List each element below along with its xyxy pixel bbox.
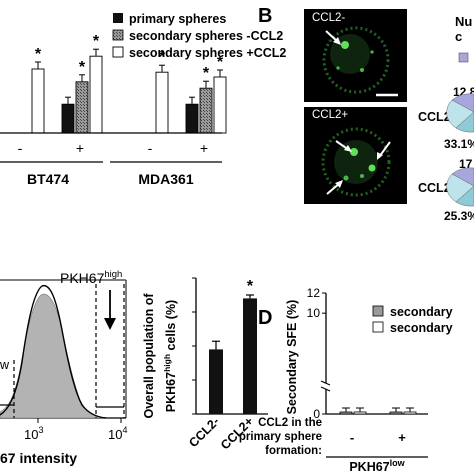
down-arrow-icon [104,290,116,330]
panel-a-significance: * [93,33,100,50]
xtick-label-4: 104 [108,425,127,442]
panel-a-bar [185,103,199,134]
microscopy-image-ccl2-minus [304,9,407,102]
panel-b-legend-swatch [458,52,469,63]
panel-d-row1-line1: CCL2 in the [258,417,322,429]
panel-d-bars [339,407,417,415]
xtick-label-3: 103 [24,425,43,442]
panel-a-significance: * [203,65,210,82]
arrow-icon [325,30,341,45]
panel-a-legend: primary spheres secondary spheres -CCL2 … [112,12,286,60]
panel-b-legend-partial-2: c [455,29,462,44]
panel-d-legend-label-2: secondary [390,321,453,335]
panel-a-significance: * [79,59,86,76]
panel-a-tick-4: + [200,140,208,156]
histogram-black-outline [0,285,107,419]
panel-a-bar [213,76,227,134]
arrow-icon [326,180,343,195]
panel-d-ytick-label: 10 [307,306,321,320]
panel-d-row2: PKH67low [349,458,405,474]
legend-swatch-primary [113,13,123,23]
panel-a-bar [155,71,169,134]
legend-primary-label: primary spheres [129,12,226,26]
panel-d-ytick-label: 0 [313,407,320,421]
panel-d-axis-break [320,386,331,392]
panel-d-row1-line3: formation: [265,445,322,457]
panel-b-legend-partial: Nu [455,14,472,29]
panel-d-row1-line2: primary sphere [239,431,322,443]
arrow-icon [335,140,352,152]
pie-2-bottom-value: 25.3% [444,209,474,223]
panel-c-x-tick-label: CCL2- [186,414,222,450]
panel-d-bar [403,411,417,415]
panel-d-legend-label-1: secondary [390,305,453,319]
arrow-icon [377,141,391,160]
legend-secondary-minus-label: secondary spheres -CCL2 [129,29,283,43]
panel-b-label: B [258,5,272,27]
panel-a-significance: * [35,46,42,63]
panel-a: * * * * * * - + - + BT474 MDA361 primary sphe… [0,12,286,187]
gate-high-label: PKH67high [60,269,122,286]
panel-a-bar [31,68,45,134]
panel-d-row1-value-1: - [350,430,354,445]
legend-swatch-secondary-plus [112,46,124,58]
panel-a-tick-3: - [148,140,153,156]
panel-a-bar [61,103,75,134]
panel-c-bar-chart: CCL2-*CCL2+ [186,277,268,452]
panel-d-ytick-label: 12 [307,286,321,300]
cell-cluster-2 [321,127,391,197]
panel-c-significance: * [247,278,254,295]
pie-chart-2 [446,167,474,207]
panel-d: D Secondary SFE (%) 0 10 12 secondary seco… [239,286,453,474]
panel-a-bars: * * * * * * [31,33,227,134]
panel-d-label: D [258,307,272,329]
panel-a-tick-1: - [18,140,23,156]
panel-d-bar [339,411,353,415]
pie-chart-1 [446,93,474,133]
panel-c-y-label-line2: PKH67high cells (%) [162,300,178,412]
legend-secondary-plus-label: secondary spheres +CCL2 [129,46,286,60]
panel-a-significance: * [159,49,166,66]
panel-d-axis-break [320,380,331,386]
panel-c-y-label: Overall population of [142,293,156,419]
panel-a-tick-2: + [76,140,84,156]
panel-d-bar [353,411,367,415]
panel-d-bar [389,411,403,415]
panel-d-legend-swatch-white [372,321,384,333]
panel-a-group-label-1: BT474 [27,171,69,187]
panel-c-bar [209,349,223,414]
panel-d-row1-value-2: + [398,430,406,445]
panel-a-significance: * [217,54,224,71]
panel-b: B CCL2- CCL2+ [258,5,474,223]
pie-1-bottom-value: 33.1% [444,137,474,151]
microscopy-label-ccl2-minus: CCL2- [312,12,345,24]
gate-low-label: w [0,358,10,372]
pie-1-label: CCL2- [418,110,455,124]
panel-a-group-label-2: MDA361 [138,171,193,187]
panel-c-bar [243,298,257,414]
microscopy-label-ccl2-plus: CCL2+ [312,109,348,121]
histogram-x-label: 67 intensity [0,450,77,466]
panel-c-bars: CCL2-*CCL2+ [186,278,257,452]
histogram-gray-fill [0,293,105,419]
panel-d-legend-swatch-gray [372,305,384,317]
panel-c: w PKH67high 103 104 67 intensity CCL2-*C… [0,269,268,466]
panel-a-bar [199,87,213,134]
panel-a-bar [75,81,89,134]
panel-d-y-label: Secondary SFE (%) [285,300,299,415]
legend-swatch-secondary-minus [112,29,124,41]
panel-a-bar [89,55,103,134]
